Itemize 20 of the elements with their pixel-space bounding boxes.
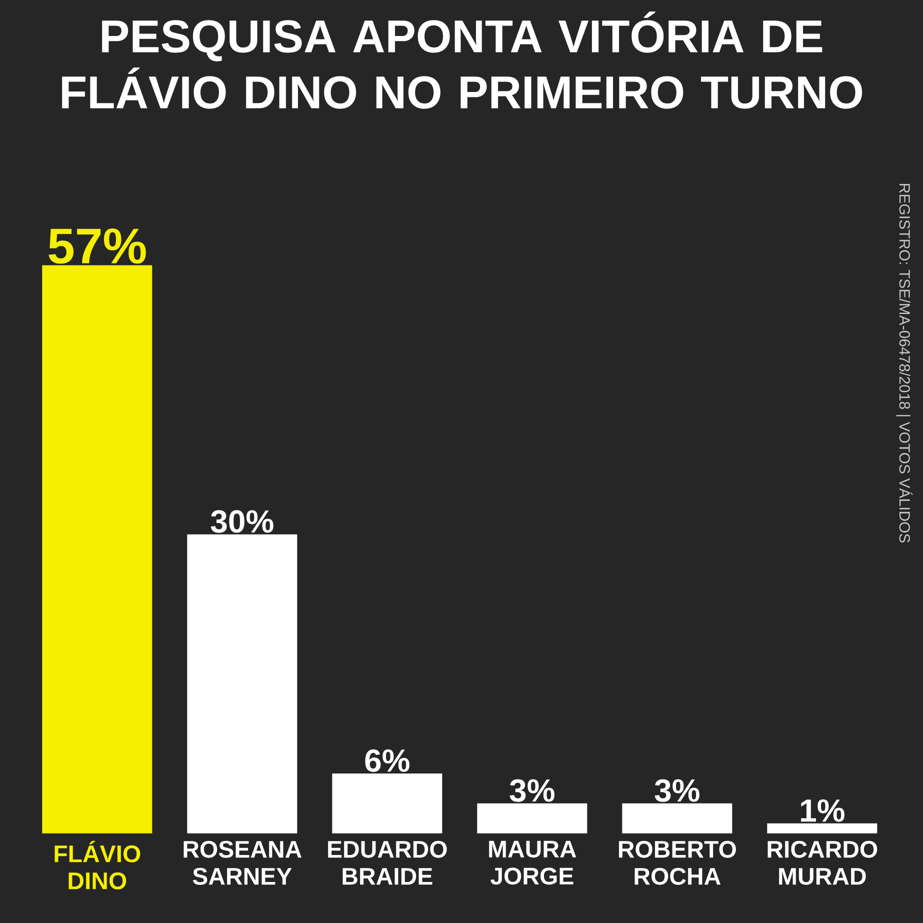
text: REGISTRO: TSE/MA-06478/2018 | VOTOS VÁLIDOS: [896, 184, 912, 543]
data-label: 57%: [48, 228, 146, 264]
x-tick-label: ROBERTO ROCHA: [618, 840, 736, 885]
bar: [42, 265, 152, 834]
x-tick-label: RICARDO MURAD: [768, 840, 878, 885]
x-tick-label: ROSEANA SARNEY: [184, 840, 302, 885]
chart-title: PESQUISA APONTA VITÓRIA DE FLÁVIO DINO NO PRIMEIRO TURNO: [62, 12, 862, 109]
x-tick-label: EDUARDO BRAIDE: [328, 840, 447, 885]
data-label: 6%: [365, 749, 410, 772]
data-label: 30%: [210, 510, 274, 533]
data-label: 3%: [654, 779, 700, 802]
bar: [622, 803, 732, 834]
bar: [767, 823, 878, 834]
bar: [477, 803, 588, 834]
bar: [187, 534, 298, 834]
bar: [332, 774, 442, 834]
data-label: 1%: [801, 799, 844, 822]
x-tick-label: MAURA JORGE: [489, 840, 576, 885]
x-tick-label: FLÁVIO DINO: [54, 840, 140, 890]
data-label: 3%: [510, 779, 554, 802]
